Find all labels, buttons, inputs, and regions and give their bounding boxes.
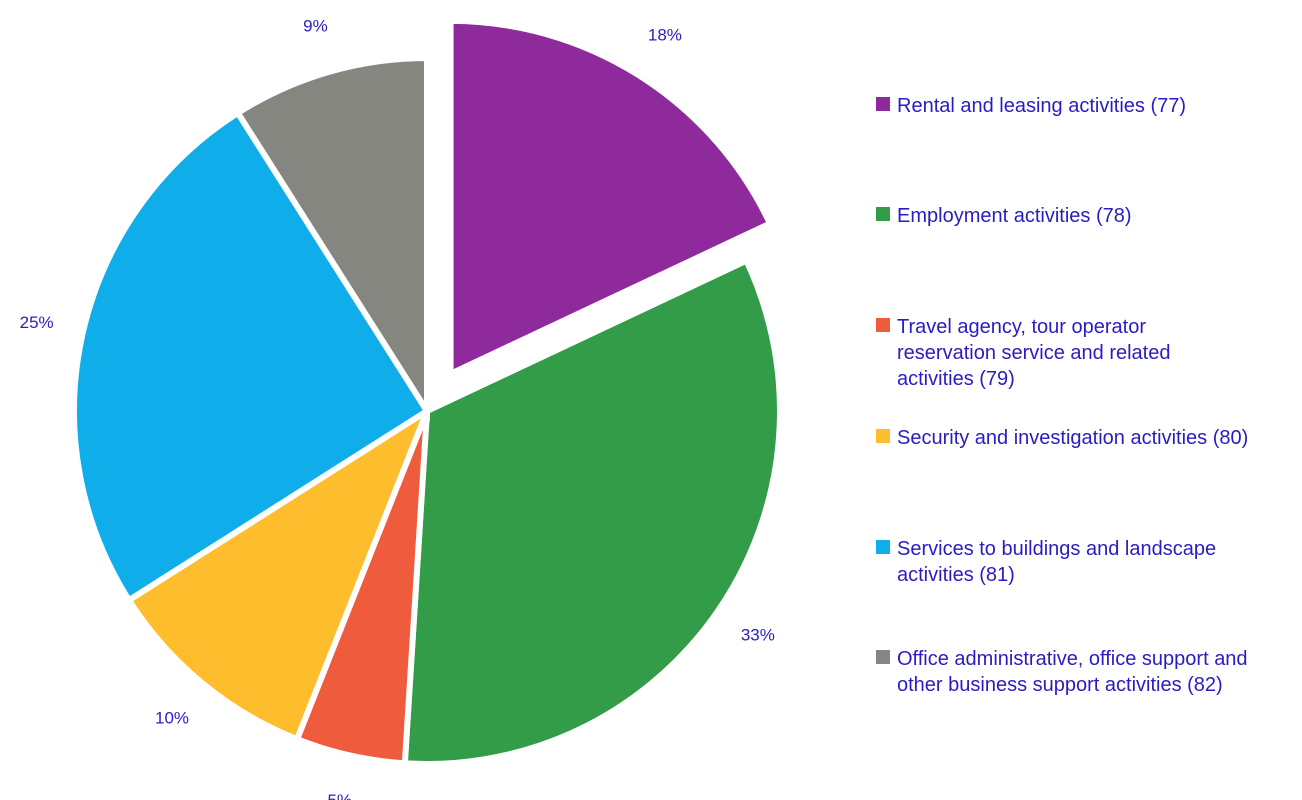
legend-item-rental-leasing: Rental and leasing activities (77)	[876, 93, 1296, 119]
legend-swatch-office-admin	[876, 650, 890, 664]
legend-label-travel-agency: Travel agency, tour operator reservation…	[897, 316, 1171, 390]
pie-slice-employment	[401, 256, 783, 767]
legend-item-security: Security and investigation activities (8…	[876, 425, 1296, 451]
pie-slice-office-admin	[233, 54, 430, 422]
slice-label-buildings: 25%	[20, 313, 54, 332]
legend: Rental and leasing activities (77) Emplo…	[876, 0, 1296, 800]
legend-label-buildings: Services to buildings and landscape acti…	[897, 538, 1217, 586]
legend-swatch-employment	[876, 207, 890, 221]
legend-label-security: Security and investigation activities (8…	[897, 427, 1249, 449]
legend-label-rental-leasing: Rental and leasing activities (77)	[897, 95, 1187, 117]
legend-label-employment: Employment activities (78)	[897, 205, 1132, 227]
legend-item-employment: Employment activities (78)	[876, 203, 1296, 229]
legend-item-buildings: Services to buildings and landscape acti…	[876, 536, 1296, 588]
legend-swatch-travel-agency	[876, 318, 890, 332]
slice-label-security: 10%	[155, 709, 189, 728]
slice-label-office-admin: 9%	[303, 16, 328, 35]
legend-item-travel-agency: Travel agency, tour operator reservation…	[876, 314, 1296, 392]
legend-swatch-rental-leasing	[876, 97, 890, 111]
legend-swatch-buildings	[876, 540, 890, 554]
slice-label-employment: 33%	[741, 625, 775, 644]
legend-item-office-admin: Office administrative, office support an…	[876, 646, 1296, 698]
pie-slice-buildings	[71, 108, 432, 605]
slice-label-travel-agency: 5%	[327, 791, 352, 800]
legend-swatch-security	[876, 429, 890, 443]
pie-slice-rental-leasing	[447, 17, 774, 379]
pie-slice-security	[124, 403, 434, 744]
slice-label-rental-leasing: 18%	[648, 26, 682, 45]
legend-label-office-admin: Office administrative, office support an…	[897, 648, 1248, 696]
